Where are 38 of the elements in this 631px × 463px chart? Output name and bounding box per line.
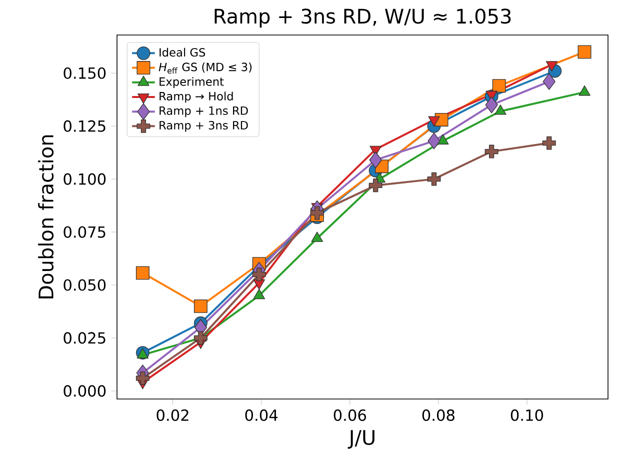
point: [484, 144, 498, 158]
y-tick-label: 0.000: [64, 385, 106, 397]
point: [252, 268, 266, 282]
point: [136, 266, 150, 280]
legend-label: Ideal GS: [160, 48, 206, 57]
point: [428, 132, 440, 150]
point: [194, 331, 208, 345]
point: [427, 172, 441, 186]
point: [194, 299, 208, 313]
point: [369, 152, 382, 168]
point: [368, 178, 382, 192]
y-axis-title: Doublon fraction: [38, 135, 54, 298]
y-tick-label: 0.050: [64, 279, 106, 291]
point: [428, 116, 440, 126]
x-tick-label: 0.06: [334, 409, 366, 421]
point: [492, 79, 506, 93]
point: [578, 45, 592, 59]
legend-label: H$_{eff}$ GS (MD ≤ 3): [158, 62, 252, 74]
point: [136, 371, 150, 385]
y-tick-label: 0.075: [64, 226, 106, 238]
x-tick-label: 0.04: [245, 409, 278, 421]
x-tick-label: 0.10: [510, 409, 544, 421]
x-tick-label: 0.02: [156, 409, 188, 421]
point: [485, 96, 498, 114]
point: [546, 61, 558, 72]
x-axis-title: J/U: [348, 430, 374, 449]
y-tick-label: 0.100: [64, 173, 106, 185]
point: [542, 136, 556, 150]
legend-label: Experiment: [160, 77, 224, 88]
chart-title: Ramp + 3ns RD, W/U ≈ 1.053: [214, 8, 511, 28]
x-tick-label: 0.08: [422, 409, 454, 421]
point: [542, 73, 556, 90]
legend-label: Ramp + 1ns RD: [160, 106, 248, 118]
y-tick-label: 0.125: [64, 120, 106, 132]
y-tick-label: 0.025: [64, 332, 106, 344]
y-tick-label: 0.150: [64, 67, 106, 79]
legend-label: Ramp → Hold: [160, 92, 233, 103]
legend-label: Ramp + 3ns RD: [160, 120, 248, 132]
